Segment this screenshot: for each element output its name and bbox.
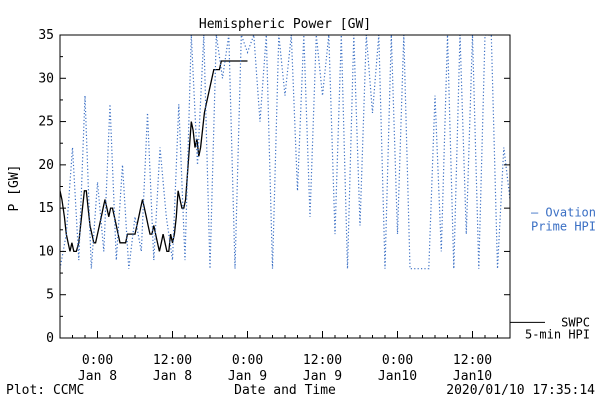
series-ovation-prime-line — [60, 35, 510, 270]
legend-swpc-label: SWPC — [561, 315, 590, 329]
plot-frame — [59, 34, 511, 339]
x-tick-time-label: 0:00 — [232, 353, 263, 368]
y-tick-label: 10 — [38, 244, 54, 259]
x-tick-date-label: Jan10 — [453, 369, 492, 384]
series-swpc-line — [60, 60, 248, 253]
plot-credit: Plot: CCMC — [6, 383, 84, 398]
y-axis-label: P [GW] — [7, 165, 22, 212]
x-axis-label: Date and Time — [234, 383, 336, 398]
y-tick-label: 30 — [38, 71, 54, 86]
legend-ovation-label: Prime HPI — [531, 219, 596, 233]
x-tick-date-label: Jan 9 — [228, 369, 267, 384]
y-tick-label: 15 — [38, 201, 54, 216]
legend-swpc-label: 5-min HPI — [525, 327, 590, 341]
y-axis: 0 5 10 15 20 25 30 35 — [38, 28, 510, 346]
y-tick-label: 20 — [38, 158, 54, 173]
y-tick-label: 5 — [46, 288, 54, 303]
x-tick-time-label: 12:00 — [303, 353, 342, 368]
y-tick-label: 25 — [38, 115, 54, 130]
y-tick-label: 35 — [38, 28, 54, 43]
x-tick-time-label: 0:00 — [382, 353, 413, 368]
series-layer — [60, 35, 510, 270]
x-tick-date-label: Jan 8 — [78, 369, 117, 384]
chart-title: Hemispheric Power [GW] — [199, 17, 371, 32]
plot-timestamp: 2020/01/10 17:35:14 — [446, 383, 595, 398]
x-tick-time-label: 12:00 — [153, 353, 192, 368]
x-tick-date-label: Jan 9 — [303, 369, 342, 384]
x-tick-time-label: 12:00 — [453, 353, 492, 368]
x-tick-date-label: Jan10 — [378, 369, 417, 384]
y-tick-label: 0 — [46, 331, 54, 346]
legend-ovation-label: — Ovation — [531, 205, 596, 219]
x-tick-time-label: 0:00 — [82, 353, 113, 368]
x-tick-date-label: Jan 8 — [153, 369, 192, 384]
